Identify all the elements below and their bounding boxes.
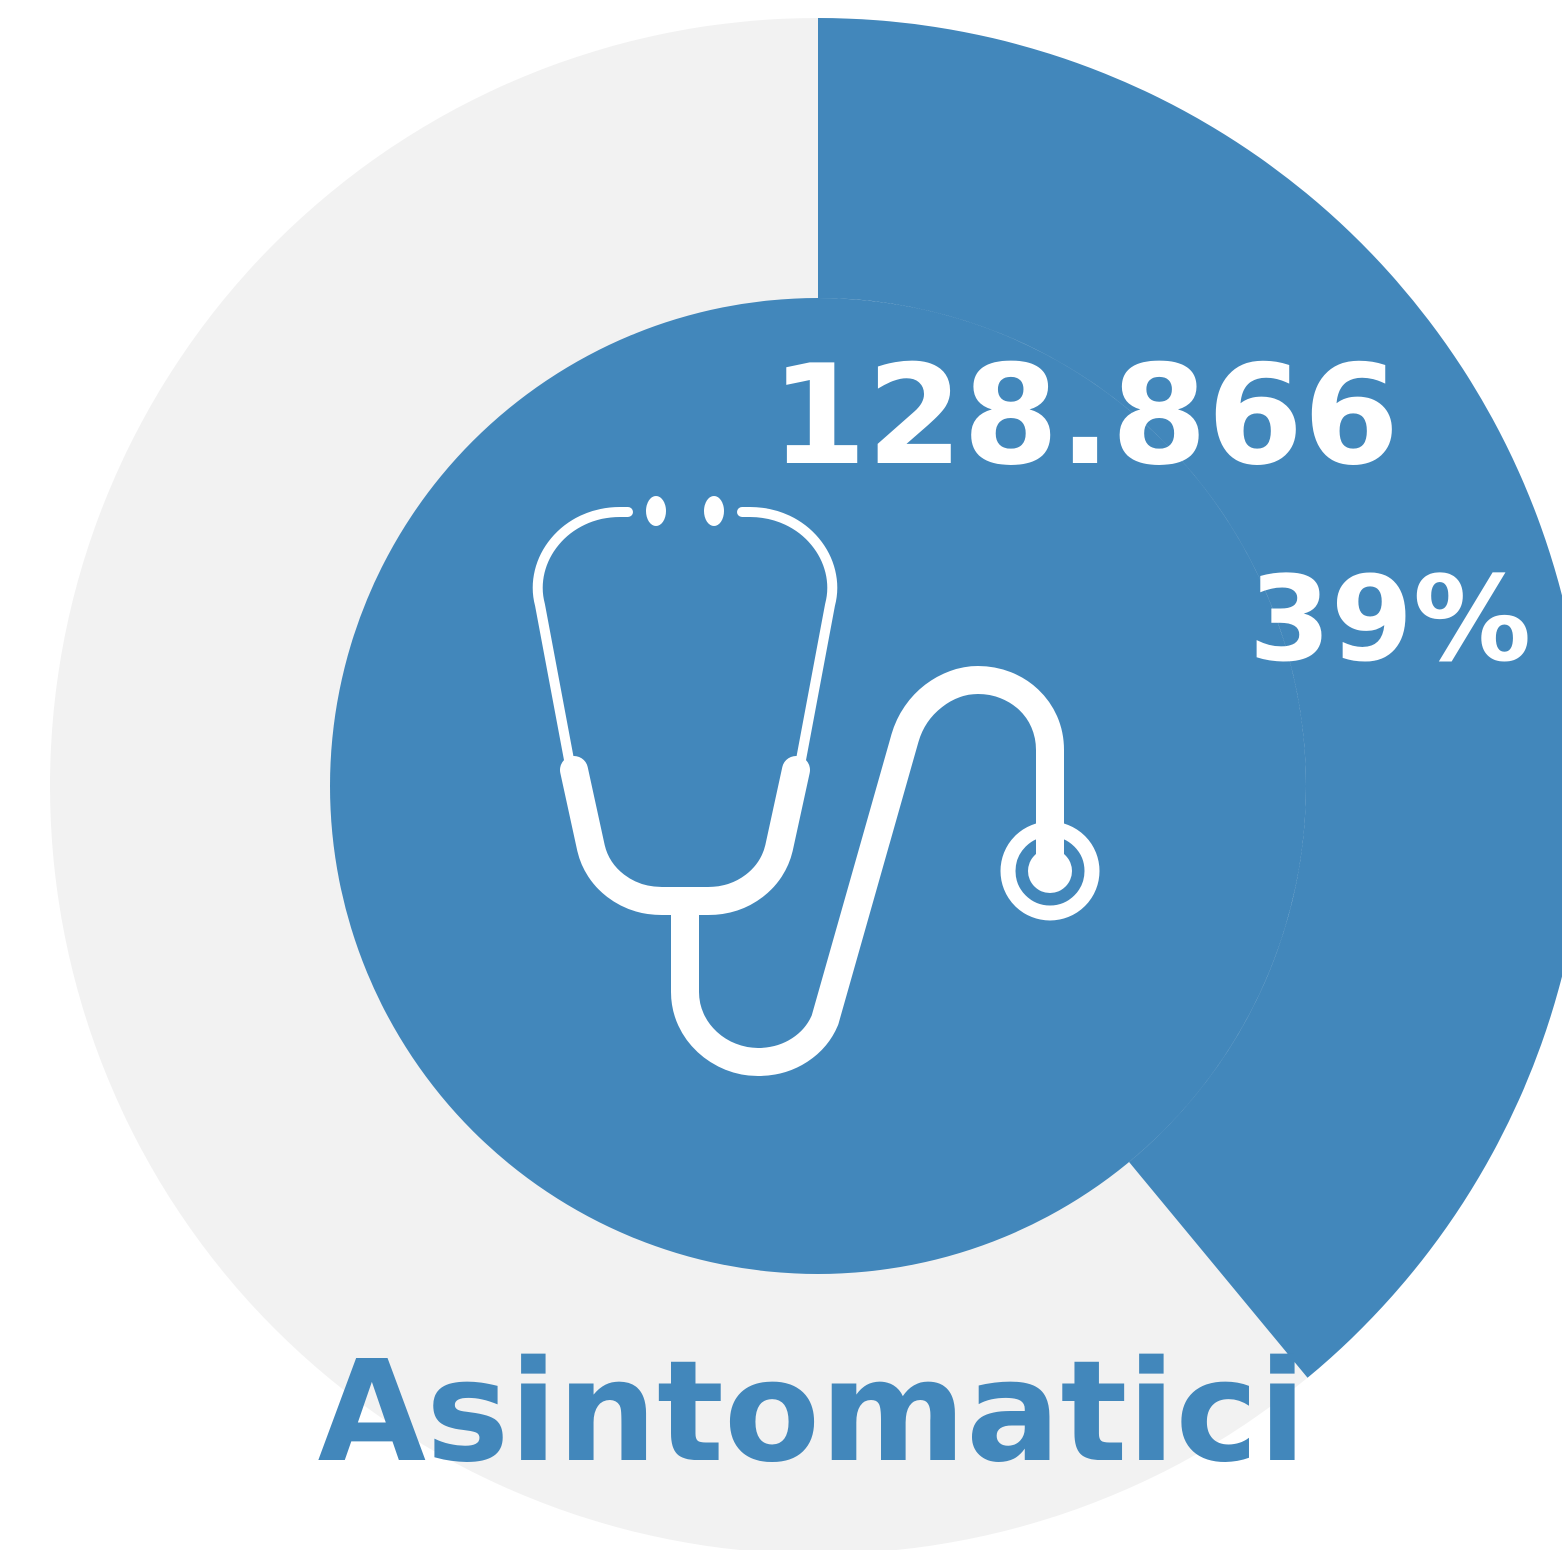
count-label: 128.866 <box>771 335 1400 496</box>
value-label: 39% <box>1249 550 1531 688</box>
stethoscope-icon <box>532 496 1100 1076</box>
chart-title: Asintomatici <box>318 1331 1307 1494</box>
donut-center <box>330 298 1306 1274</box>
donut-segment <box>818 18 1562 1378</box>
